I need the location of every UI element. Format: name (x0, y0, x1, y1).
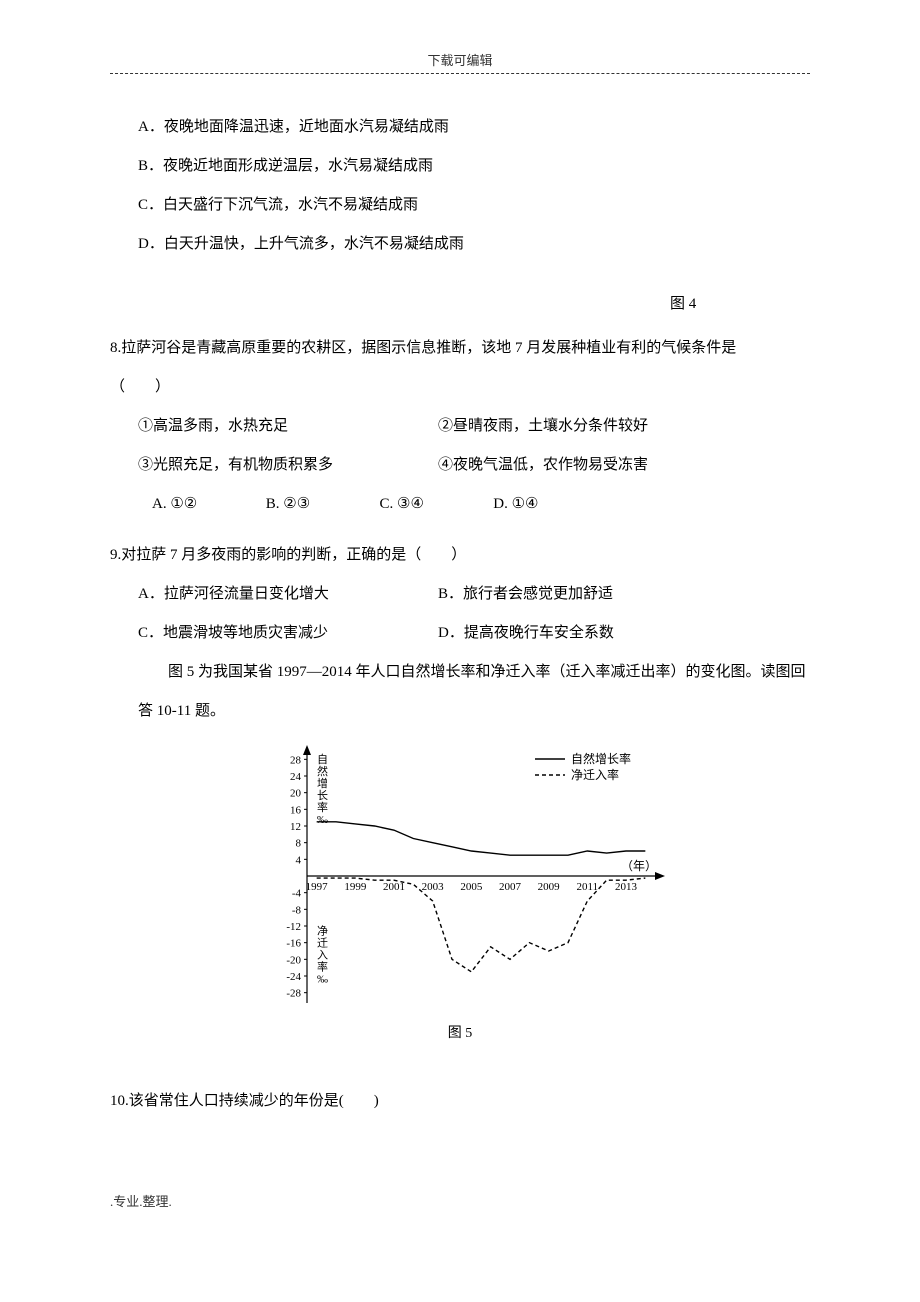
svg-text:2011: 2011 (577, 881, 599, 893)
q9-b: B．旅行者会感觉更加舒适 (438, 575, 613, 614)
svg-text:2005: 2005 (460, 881, 483, 893)
q8-subopts-row2: ③光照充足，有机物质积累多 ④夜晚气温低，农作物易受冻害 (110, 446, 810, 485)
svg-text:自然增长率: 自然增长率 (571, 751, 631, 766)
svg-text:1997: 1997 (306, 881, 329, 893)
svg-text:24: 24 (290, 771, 302, 783)
q9-a: A．拉萨河径流量日变化增大 (138, 575, 438, 614)
svg-text:入: 入 (317, 949, 328, 961)
svg-text:-24: -24 (286, 971, 301, 983)
q7-option-b: B．夜晚近地面形成逆温层，水汽易凝结成雨 (110, 147, 810, 186)
q7-option-d: D．白天升温快，上升气流多，水汽不易凝结成雨 (110, 225, 810, 264)
q8-sub1: ①高温多雨，水热充足 (138, 407, 438, 446)
q9-row2: C．地震滑坡等地质灾害减少 D．提高夜晚行车安全系数 (110, 614, 810, 653)
svg-text:增: 增 (317, 776, 328, 790)
q8-b: B. ②③ (266, 485, 376, 524)
figure5-caption: 图 5 (245, 1022, 675, 1042)
q8-abcd: A. ①② B. ②③ C. ③④ D. ①④ (110, 485, 810, 524)
svg-text:2001: 2001 (383, 881, 405, 893)
q9-d: D．提高夜晚行车安全系数 (438, 614, 614, 653)
figure4-label: 图 4 (110, 292, 810, 313)
svg-text:4: 4 (296, 854, 302, 866)
svg-text:长: 长 (317, 789, 328, 802)
q7-option-c: C．白天盛行下沉气流，水汽不易凝结成雨 (110, 186, 810, 225)
q9-stem: 9.对拉萨 7 月多夜雨的影响的判断，正确的是（ ） (110, 536, 810, 575)
svg-text:率: 率 (317, 800, 328, 814)
q8-sub3: ③光照充足，有机物质积累多 (138, 446, 438, 485)
q9-c: C．地震滑坡等地质灾害减少 (138, 614, 438, 653)
svg-text:8: 8 (296, 838, 302, 850)
page: 下载可编辑 A．夜晚地面降温迅速，近地面水汽易凝结成雨 B．夜晚近地面形成逆温层… (0, 0, 920, 1302)
q10-stem: 10.该省常住人口持续减少的年份是( ) (110, 1082, 810, 1121)
passage-10-11: 图 5 为我国某省 1997—2014 年人口自然增长率和净迁入率（迁入率减迁出… (110, 653, 810, 731)
svg-text:净: 净 (317, 923, 328, 937)
svg-text:自: 自 (317, 753, 328, 766)
svg-text:‰: ‰ (317, 973, 328, 985)
svg-text:2007: 2007 (499, 881, 522, 893)
svg-text:-20: -20 (286, 954, 301, 966)
svg-text:1999: 1999 (344, 881, 367, 893)
svg-text:率: 率 (317, 959, 328, 973)
q8-a: A. ①② (152, 485, 262, 524)
svg-text:-12: -12 (286, 921, 301, 933)
svg-text:然: 然 (317, 764, 328, 778)
svg-text:-16: -16 (286, 938, 301, 950)
svg-text:迁: 迁 (317, 936, 328, 949)
q7-option-a: A．夜晚地面降温迅速，近地面水汽易凝结成雨 (110, 108, 810, 147)
svg-text:16: 16 (290, 804, 302, 816)
figure5-chart: 28 24 20 16 12 8 4 -4 -8 -12 -16 -20 -24 -28 1997 1999 2… (245, 741, 675, 1042)
q8-stem-line1: 8.拉萨河谷是青藏高原重要的农耕区，据图示信息推断，该地 7 月发展种植业有利的… (110, 329, 810, 368)
q8-sub2: ②昼晴夜雨，土壤水分条件较好 (438, 407, 648, 446)
svg-text:28: 28 (290, 754, 302, 766)
page-footer: .专业.整理. (110, 1191, 810, 1210)
q8-stem-line2: （ ） (110, 368, 810, 407)
svg-text:-28: -28 (286, 988, 301, 1000)
q8-sub4: ④夜晚气温低，农作物易受冻害 (438, 446, 648, 485)
svg-text:12: 12 (290, 821, 301, 833)
svg-text:2003: 2003 (422, 881, 445, 893)
q8-d: D. ①④ (493, 485, 603, 524)
svg-text:2013: 2013 (615, 881, 638, 893)
page-header: 下载可编辑 (110, 50, 810, 74)
svg-text:20: 20 (290, 788, 302, 800)
svg-text:‰: ‰ (317, 814, 328, 826)
svg-text:-4: -4 (292, 888, 302, 900)
svg-text:2009: 2009 (538, 881, 561, 893)
q9-row1: A．拉萨河径流量日变化增大 B．旅行者会感觉更加舒适 (110, 575, 810, 614)
svg-text:净迁入率: 净迁入率 (571, 767, 619, 782)
q8-c: C. ③④ (380, 485, 490, 524)
svg-text:-8: -8 (292, 904, 302, 916)
svg-text:（年）: （年） (621, 859, 657, 873)
q8-subopts-row1: ①高温多雨，水热充足 ②昼晴夜雨，土壤水分条件较好 (110, 407, 810, 446)
